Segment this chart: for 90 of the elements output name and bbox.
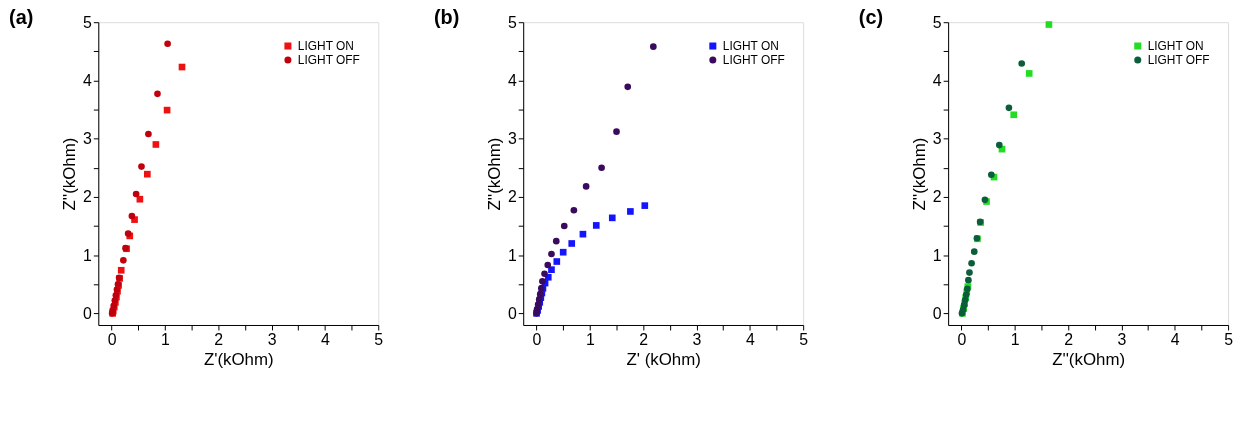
x-tick-label: 5 bbox=[374, 331, 384, 349]
point bbox=[592, 222, 600, 229]
y-axis-title: Z''(kOhm) bbox=[909, 137, 929, 211]
point bbox=[995, 141, 1003, 149]
y-tick-label: 1 bbox=[932, 246, 942, 264]
point bbox=[966, 269, 973, 276]
legend-label: LIGHT ON bbox=[722, 38, 779, 53]
point bbox=[152, 141, 160, 148]
point bbox=[613, 128, 620, 135]
legend-label: LIGHT ON bbox=[1147, 38, 1204, 53]
point bbox=[582, 183, 590, 190]
x-tick-label: 2 bbox=[639, 331, 649, 349]
y-tick-label: 2 bbox=[82, 188, 92, 206]
legend-label: LIGHT OFF bbox=[297, 52, 360, 67]
y-axis-title: Z''(kOhm) bbox=[60, 137, 80, 211]
x-tick-label: 3 bbox=[1117, 331, 1127, 349]
y-tick-label: 1 bbox=[507, 246, 517, 264]
x-axis-title: Z'(kOhm) bbox=[203, 350, 274, 370]
point bbox=[641, 202, 649, 209]
point bbox=[624, 83, 632, 91]
chart-title: (b) bbox=[433, 6, 460, 29]
point bbox=[144, 170, 151, 178]
x-tick-label: 1 bbox=[585, 331, 595, 349]
x-tick-label: 1 bbox=[1010, 331, 1020, 349]
y-tick-label: 4 bbox=[932, 71, 942, 89]
point bbox=[570, 206, 578, 214]
x-tick-label: 0 bbox=[532, 331, 542, 349]
y-tick-label: 1 bbox=[82, 246, 92, 264]
x-tick-label: 2 bbox=[1064, 331, 1074, 349]
x-tick-label: 1 bbox=[161, 331, 171, 349]
y-tick-label: 4 bbox=[82, 71, 92, 89]
point bbox=[154, 90, 161, 98]
point bbox=[541, 270, 548, 278]
point bbox=[608, 214, 616, 222]
point bbox=[132, 190, 140, 198]
point bbox=[136, 195, 144, 203]
y-tick-label: 0 bbox=[507, 304, 517, 322]
x-tick-label: 4 bbox=[745, 331, 755, 349]
point bbox=[970, 248, 978, 255]
point bbox=[164, 40, 171, 48]
y-tick-label: 2 bbox=[507, 188, 517, 206]
point bbox=[1045, 21, 1053, 28]
x-tick-label: 5 bbox=[1224, 331, 1234, 349]
x-tick-label: 2 bbox=[214, 331, 224, 349]
point bbox=[965, 276, 972, 284]
y-tick-label: 5 bbox=[932, 13, 942, 31]
x-tick-label: 0 bbox=[957, 331, 967, 349]
legend-label: LIGHT OFF bbox=[1147, 52, 1210, 67]
point bbox=[1018, 60, 1026, 67]
x-tick-label: 3 bbox=[692, 331, 702, 349]
legend-label: LIGHT ON bbox=[297, 38, 354, 53]
point bbox=[1010, 111, 1018, 119]
point bbox=[968, 259, 975, 267]
y-tick-label: 3 bbox=[507, 130, 517, 148]
y-tick-label: 5 bbox=[82, 13, 92, 31]
x-axis-title: Z' (kOhm) bbox=[626, 350, 701, 370]
point bbox=[138, 163, 145, 170]
y-tick-label: 0 bbox=[82, 304, 92, 322]
y-axis-title: Z''(kOhm) bbox=[484, 137, 504, 211]
point bbox=[145, 130, 152, 138]
point bbox=[1005, 104, 1013, 112]
point bbox=[544, 261, 552, 269]
point bbox=[117, 266, 125, 274]
x-tick-label: 4 bbox=[321, 331, 330, 349]
y-tick-label: 4 bbox=[507, 71, 517, 89]
point bbox=[627, 208, 634, 215]
y-tick-label: 2 bbox=[932, 188, 942, 206]
chart-title: (c) bbox=[858, 6, 884, 29]
point bbox=[568, 240, 576, 247]
chart-title: (a) bbox=[9, 6, 34, 29]
x-tick-label: 5 bbox=[799, 331, 809, 349]
point bbox=[553, 258, 561, 265]
y-tick-label: 3 bbox=[82, 130, 92, 148]
point bbox=[559, 248, 567, 256]
point bbox=[548, 250, 555, 258]
point bbox=[598, 164, 605, 172]
x-tick-label: 0 bbox=[107, 331, 117, 349]
legend-label: LIGHT OFF bbox=[722, 52, 785, 67]
point bbox=[1025, 70, 1033, 77]
x-axis-title: Z''(kOhm) bbox=[1052, 350, 1126, 370]
point bbox=[560, 222, 568, 230]
y-tick-label: 0 bbox=[932, 304, 942, 322]
x-tick-label: 4 bbox=[1170, 331, 1180, 349]
x-tick-label: 3 bbox=[267, 331, 277, 349]
point bbox=[128, 212, 136, 220]
y-tick-label: 5 bbox=[507, 13, 517, 31]
point bbox=[552, 237, 560, 245]
y-tick-label: 3 bbox=[932, 130, 942, 148]
point bbox=[649, 43, 657, 50]
point bbox=[120, 257, 127, 264]
